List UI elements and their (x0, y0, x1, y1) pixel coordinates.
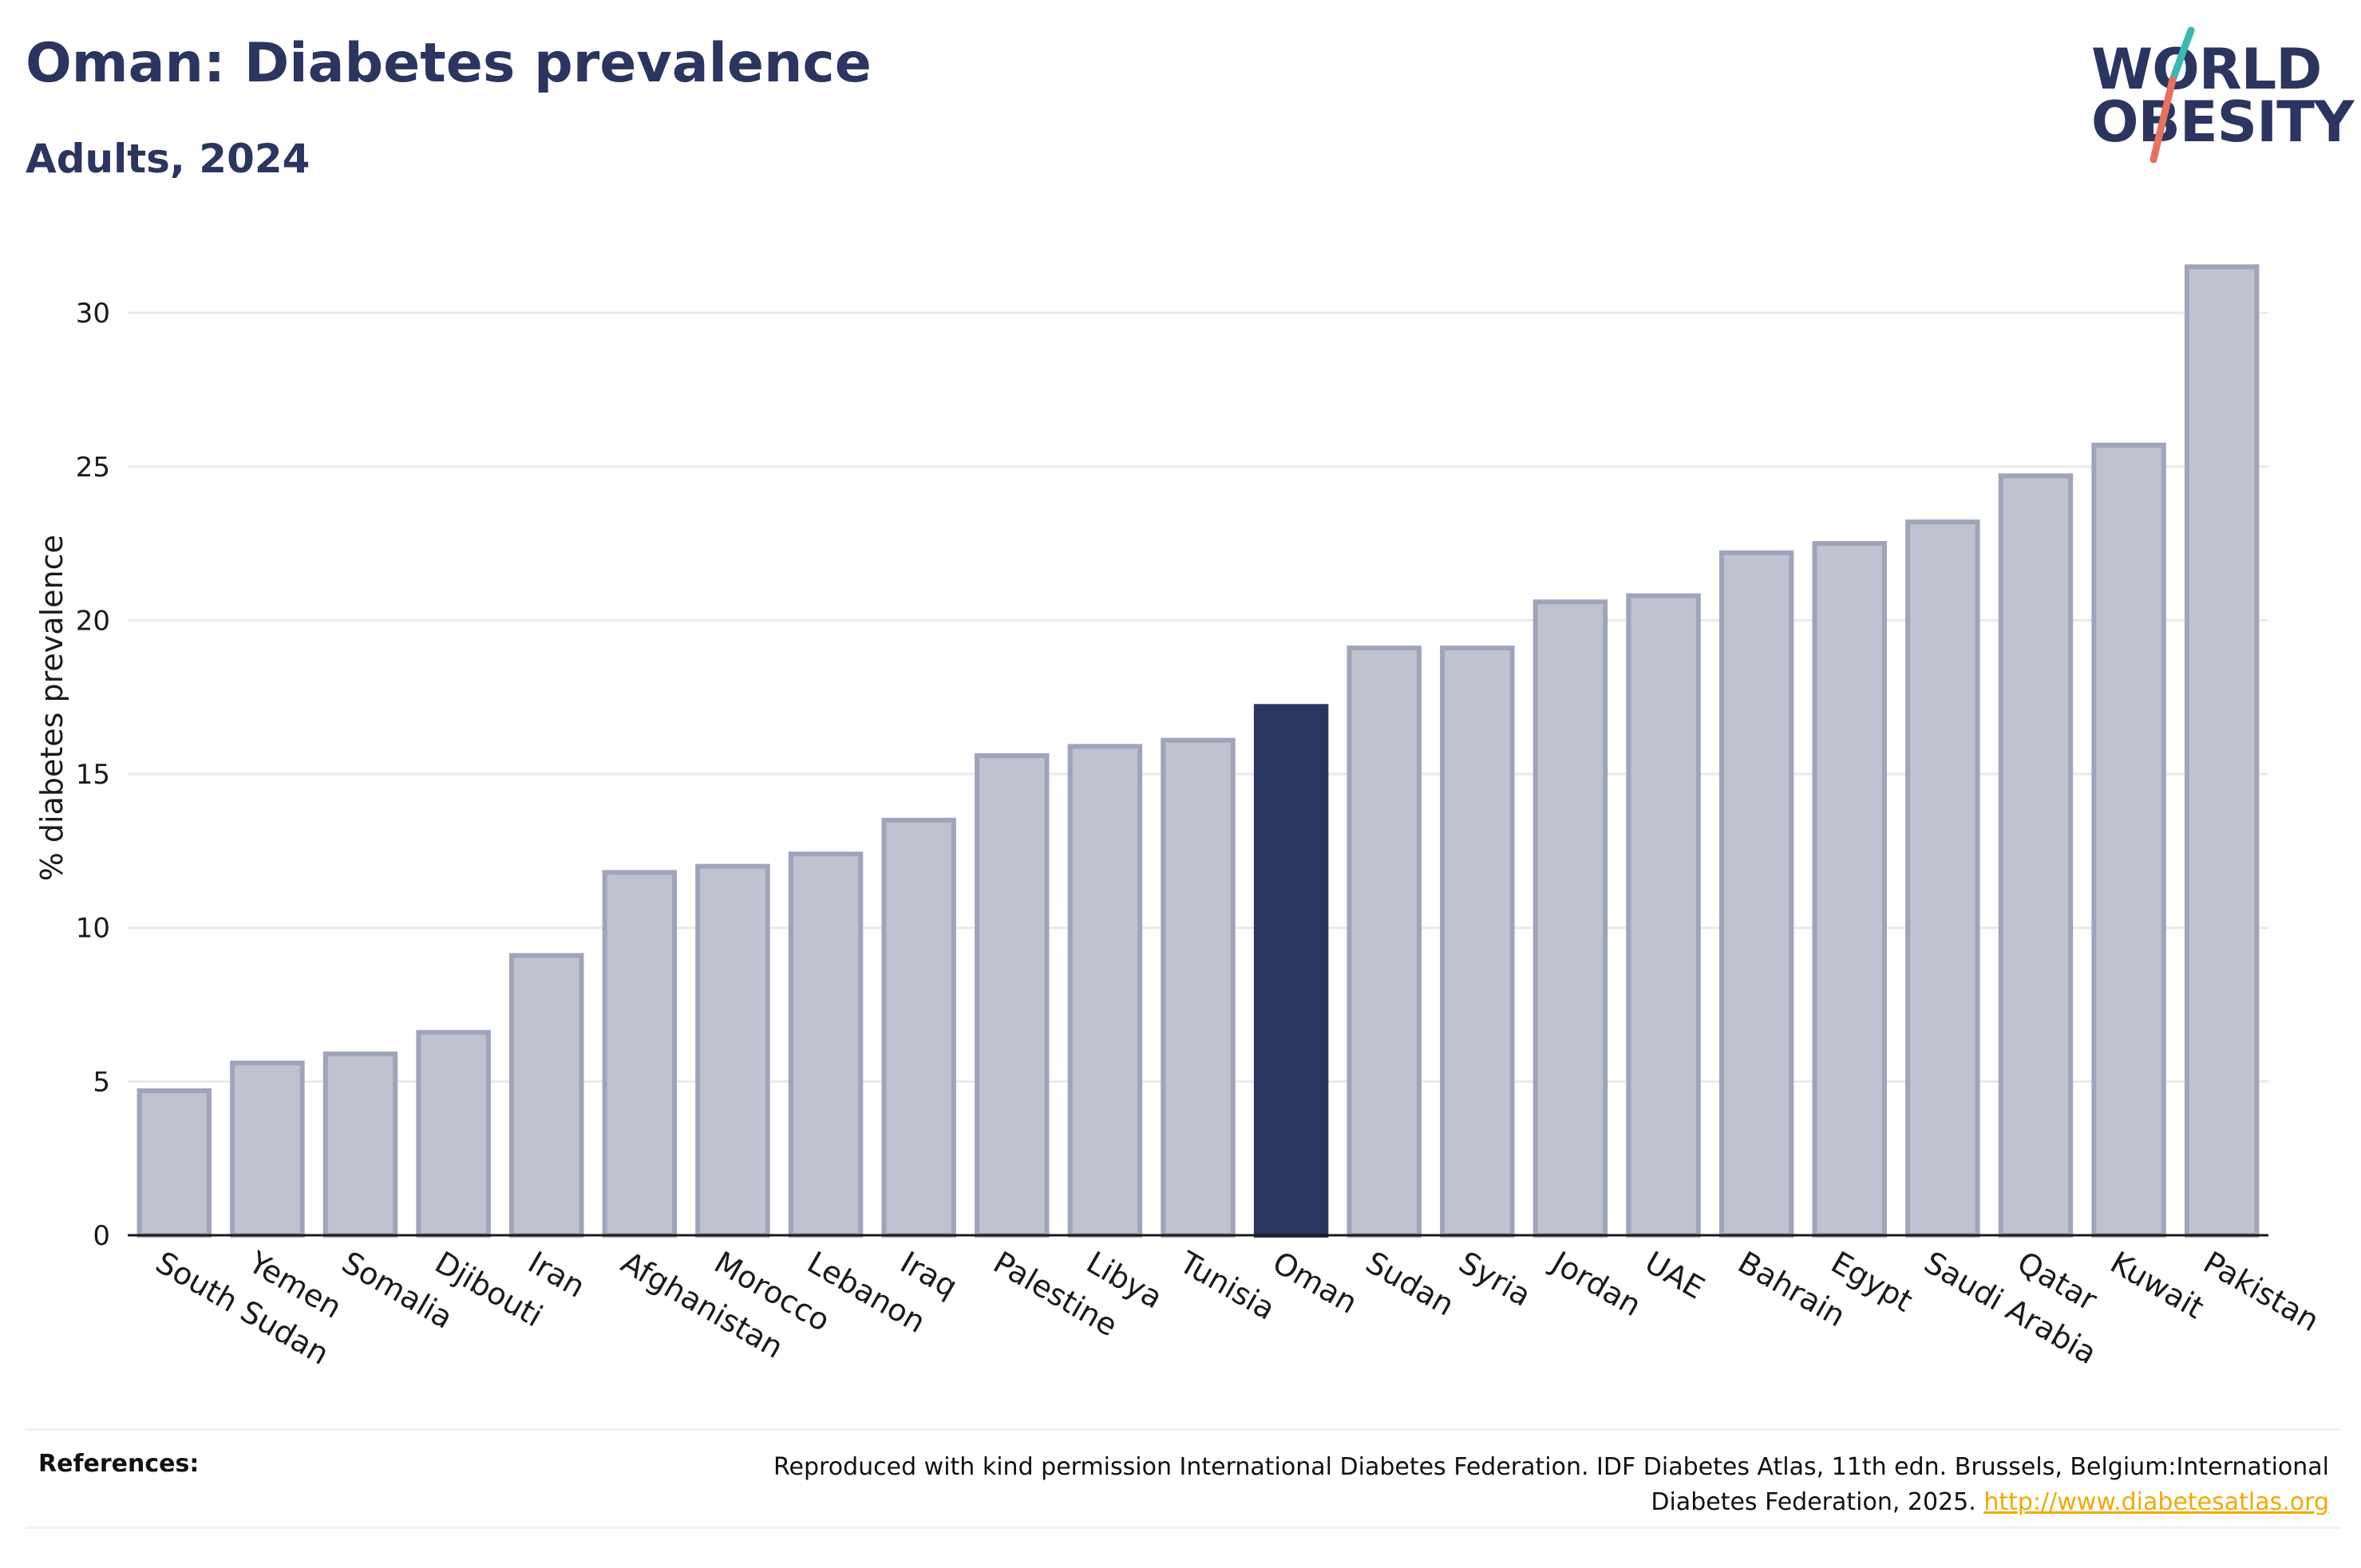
bar (1718, 550, 1794, 1238)
bar-highlight (1253, 704, 1329, 1238)
y-tick-label: 25 (76, 452, 110, 484)
y-axis-title: % diabetes prevalence (34, 535, 69, 881)
x-tick-label: Bahrain (1732, 1245, 1851, 1334)
bar (975, 752, 1050, 1238)
x-tick-label: Tunisia (1173, 1244, 1281, 1327)
x-tick-label: Sudan (1360, 1245, 1461, 1323)
bar (2091, 442, 2166, 1238)
bar (1532, 599, 1608, 1238)
bar (1812, 541, 1887, 1238)
references-text: Reproduced with kind permission Internat… (685, 1450, 2329, 1520)
bar (136, 1088, 212, 1238)
references-footer: References: Reproduced with kind permiss… (26, 1428, 2340, 1529)
chart-subtitle: Adults, 2024 (26, 136, 310, 182)
bar (1161, 737, 1236, 1238)
chart-title: Oman: Diabetes prevalence (26, 32, 872, 95)
world-obesity-logo: WORLD OBESITY (2083, 24, 2355, 168)
y-tick-label: 20 (76, 605, 110, 637)
bar (1347, 646, 1422, 1238)
x-tick-label: Syria (1453, 1245, 1536, 1313)
bar (322, 1051, 398, 1238)
x-tick-label: Kuwait (2105, 1245, 2210, 1326)
bar (695, 863, 770, 1238)
bar (1626, 593, 1701, 1238)
x-tick-label: Pakistan (2197, 1245, 2325, 1339)
bar (1067, 744, 1143, 1238)
bar (602, 870, 678, 1238)
bar (788, 851, 864, 1238)
y-tick-label: 5 (93, 1066, 110, 1098)
logo-slash-icon (2149, 26, 2195, 164)
bar (416, 1029, 491, 1238)
y-tick-label: 10 (76, 913, 110, 945)
logo-line-1: WORLD (2091, 37, 2322, 102)
references-citation: Reproduced with kind permission Internat… (773, 1453, 2329, 1516)
x-tick-label: Jordan (1544, 1244, 1647, 1324)
bar (230, 1060, 305, 1238)
y-tick-label: 0 (93, 1220, 110, 1252)
bar (881, 817, 956, 1238)
logo-line-2: OBESITY (2091, 89, 2355, 155)
bar (1440, 646, 1515, 1238)
x-tick-label: UAE (1639, 1245, 1710, 1306)
bar (2184, 264, 2260, 1238)
x-tick-label: Oman (1267, 1245, 1363, 1321)
bar (509, 953, 584, 1238)
references-label: References: (38, 1450, 200, 1478)
diabetesatlas-link[interactable]: http://www.diabetesatlas.org (1983, 1488, 2329, 1516)
bar (1998, 473, 2074, 1238)
y-tick-label: 30 (76, 298, 110, 330)
y-tick-label: 15 (76, 759, 110, 791)
bar (1905, 519, 1980, 1238)
